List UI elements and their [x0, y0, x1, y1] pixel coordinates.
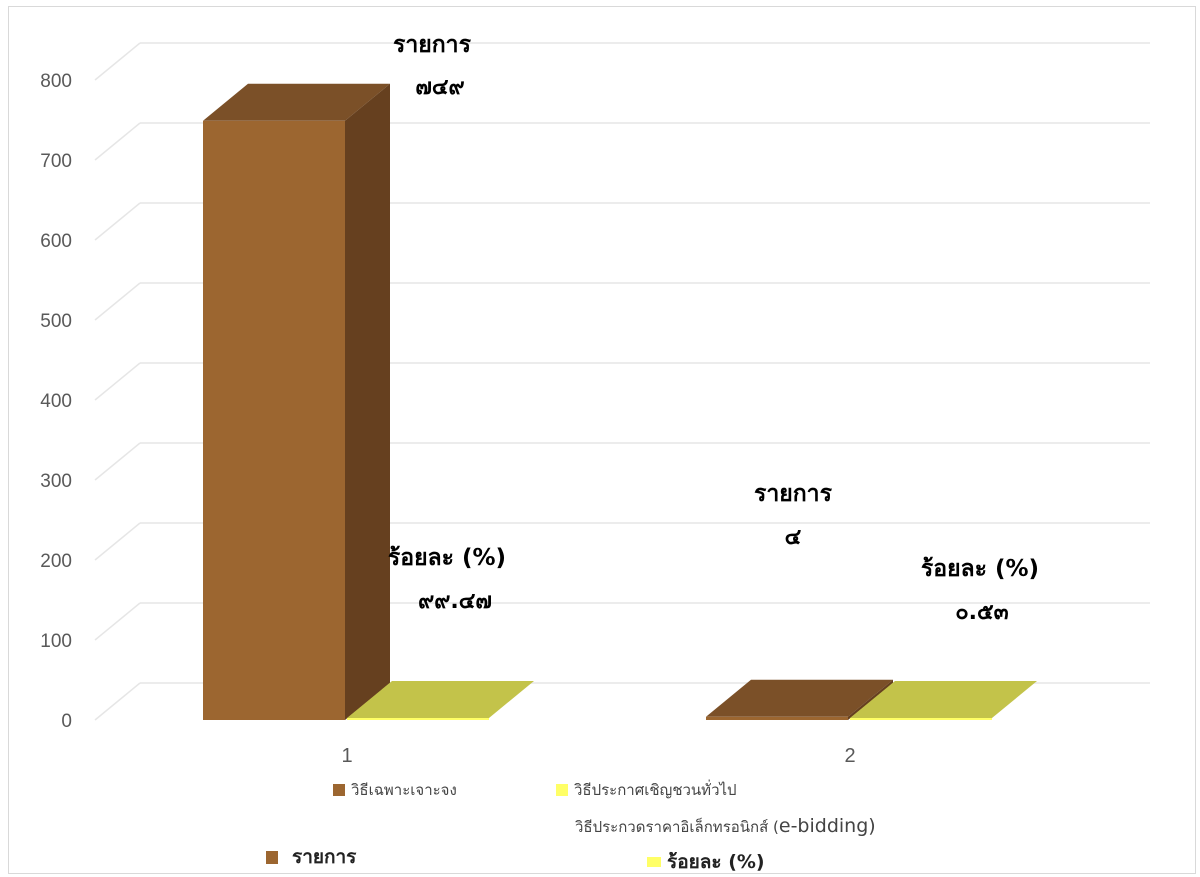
gridline-depth: [94, 442, 141, 481]
gridline-depth: [94, 122, 141, 161]
y-tick-label: 300: [40, 471, 72, 492]
gridline-depth: [94, 42, 141, 81]
y-tick-label: 700: [40, 151, 72, 172]
bar: [203, 120, 345, 721]
data-label-heading: รายการ: [754, 481, 833, 507]
data-label-value: ๐.๕๓: [955, 600, 1008, 625]
data-label-heading: ร้อยละ (%): [921, 556, 1039, 582]
chart-frame: [8, 6, 1196, 874]
legend-swatch-brown: [266, 850, 278, 864]
y-tick-label: 800: [40, 71, 72, 92]
legend-item-ebidding: วิธีประกวดราคาอิเล็กทรอนิกส์ (e-bidding): [575, 815, 876, 839]
legend-swatch-brown: [333, 784, 345, 796]
data-label-value: ๙๙.๔๗: [418, 589, 492, 614]
y-tick-label: 600: [40, 231, 72, 252]
legend-label: วิธีเฉพาะเจาะจง: [351, 781, 457, 799]
legend-label: รายการ: [292, 846, 357, 868]
legend-label: วิธีประกาศเชิญชวนทั่วไป: [574, 781, 737, 799]
bar-side: [345, 83, 390, 721]
bar-side: [848, 679, 893, 720]
bars: [203, 83, 1037, 721]
gridline-depth: [94, 682, 141, 721]
y-tick-label: 100: [40, 631, 72, 652]
gridline-depth: [94, 522, 141, 561]
bar-top: [850, 681, 1037, 718]
legend-swatch-yellow: [647, 857, 661, 867]
data-label-heading: รายการ: [393, 32, 472, 58]
gridline-depth: [94, 202, 141, 241]
x-tick-label: 2: [844, 745, 855, 767]
bar-top: [706, 679, 893, 717]
y-tick-label: 400: [40, 391, 72, 412]
legend-item-specific-method: วิธีเฉพาะเจาะจง: [333, 778, 457, 802]
legend-label-th: วิธีประกวดราคาอิเล็กทรอนิกส์ (: [575, 818, 779, 836]
data-label-value: ๔: [785, 525, 802, 550]
gridline-depth: [94, 282, 141, 321]
y-tick-label: 0: [61, 711, 72, 732]
legend-label: ร้อยละ (%): [667, 851, 765, 873]
legend-swatch-yellow: [556, 784, 568, 796]
bar-top: [347, 681, 534, 718]
legend-item-open-invitation: วิธีประกาศเชิญชวนทั่วไป: [556, 778, 737, 802]
x-tick-label: 1: [341, 745, 352, 767]
data-label-heading: ร้อยละ (%): [388, 545, 506, 571]
data-label-value: ๗๔๙: [415, 75, 464, 100]
legend-label-en: e-bidding): [778, 815, 876, 837]
bar: [706, 716, 848, 720]
bar-top: [203, 83, 390, 121]
legend-item-items: รายการ: [266, 842, 356, 872]
gridline-depth: [94, 362, 141, 401]
bar: [850, 718, 992, 720]
y-tick-label: 200: [40, 551, 72, 572]
y-axis-ticks: 0 100 200 300 400 500 600 700 800: [40, 71, 72, 732]
bar: [347, 718, 489, 720]
legend-item-percent: ร้อยละ (%): [647, 847, 765, 877]
y-tick-label: 500: [40, 311, 72, 332]
gridline-depth: [94, 602, 141, 641]
